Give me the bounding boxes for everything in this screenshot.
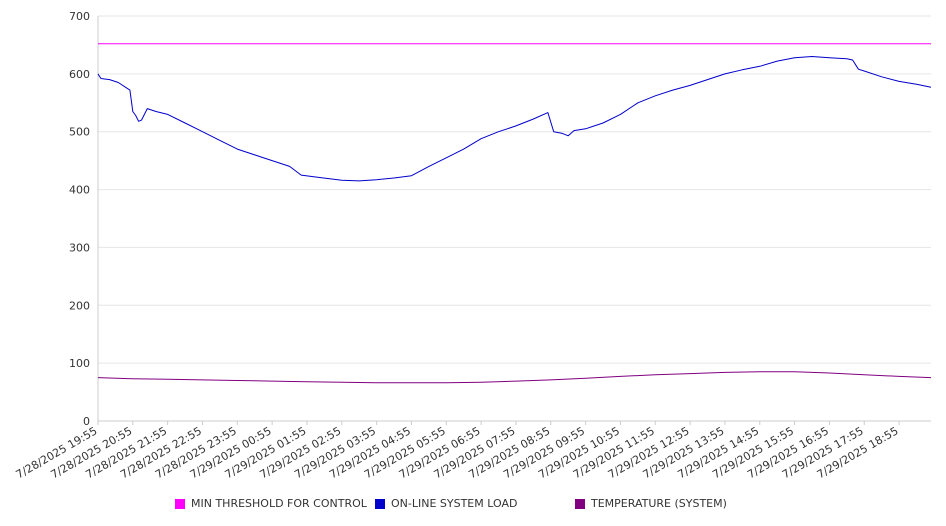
legend-label: TEMPERATURE (SYSTEM) (591, 497, 727, 510)
system-load-line (97, 56, 932, 182)
legend-item-threshold[interactable]: MIN THRESHOLD FOR CONTROL (175, 497, 367, 510)
y-tick-label: 200 (69, 299, 90, 312)
y-tick-label: 0 (83, 415, 90, 428)
y-tick-label: 400 (69, 184, 90, 197)
x-tick-labels: 7/28/2025 19:557/28/2025 20:557/28/2025 … (14, 424, 901, 481)
legend-swatch (375, 498, 385, 509)
legend-label: MIN THRESHOLD FOR CONTROL (191, 497, 367, 510)
legend: MIN THRESHOLD FOR CONTROL ON-LINE SYSTEM… (0, 497, 946, 515)
legend-swatch (175, 498, 185, 509)
series-lines (97, 43, 932, 384)
legend-item-temperature[interactable]: TEMPERATURE (SYSTEM) (575, 497, 727, 510)
temperature-line (97, 371, 932, 384)
y-tick-label: 300 (69, 241, 90, 254)
y-tick-label: 100 (69, 357, 90, 370)
y-tick-label: 600 (69, 68, 90, 81)
axes (97, 16, 931, 425)
legend-item-system-load[interactable]: ON-LINE SYSTEM LOAD (375, 497, 517, 510)
grid-lines (98, 15, 931, 364)
y-tick-label: 700 (69, 10, 90, 23)
y-tick-label: 500 (69, 126, 90, 139)
legend-swatch (575, 498, 585, 509)
y-tick-labels: 0 100 200 300 400 500 600 700 (69, 10, 90, 428)
legend-label: ON-LINE SYSTEM LOAD (391, 497, 518, 510)
